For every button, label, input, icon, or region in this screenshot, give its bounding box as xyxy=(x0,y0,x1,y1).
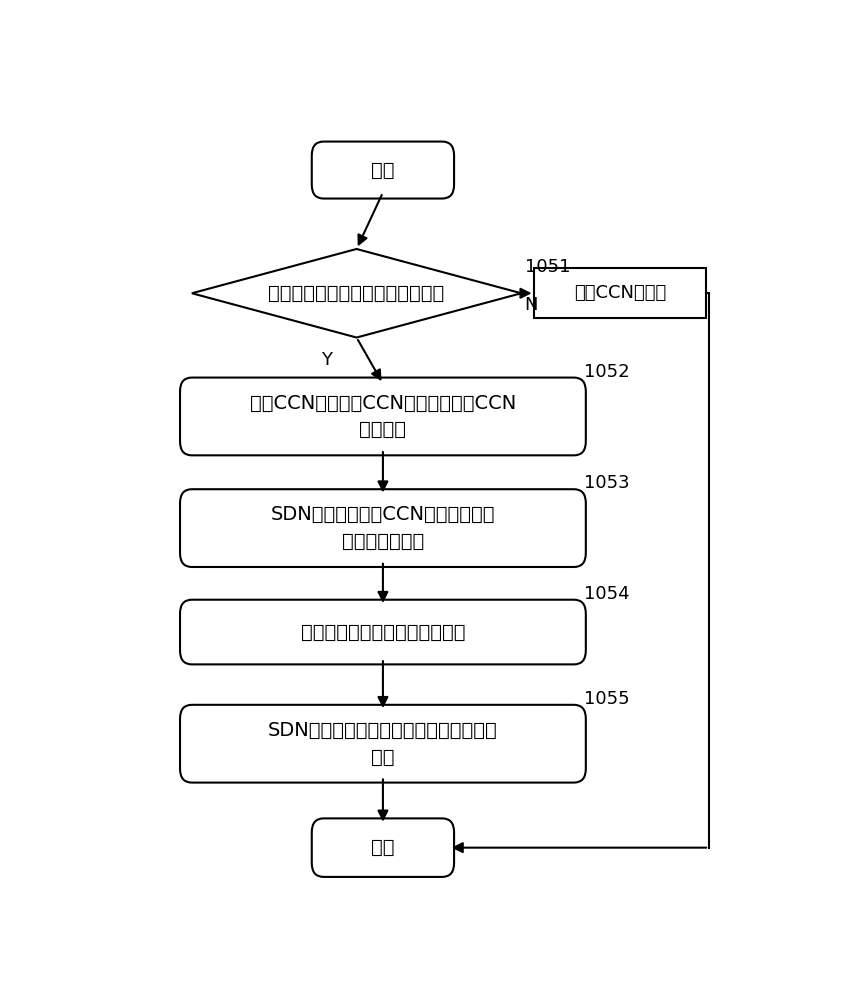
Text: 根据通信协议封装更新报告消息: 根据通信协议封装更新报告消息 xyxy=(301,623,465,642)
Text: N: N xyxy=(524,296,538,314)
Polygon shape xyxy=(192,249,521,338)
Text: SDN交换模块接收CCN交换模块发送
的更新报告消息: SDN交换模块接收CCN交换模块发送 的更新报告消息 xyxy=(270,505,496,551)
FancyBboxPatch shape xyxy=(180,378,586,455)
Text: 发送CCN数据包至CCN转发装置中的CCN
交换模块: 发送CCN数据包至CCN转发装置中的CCN 交换模块 xyxy=(250,394,516,439)
Text: 开始: 开始 xyxy=(371,161,394,180)
FancyBboxPatch shape xyxy=(312,142,454,199)
Text: 1052: 1052 xyxy=(584,363,630,381)
Text: 结束: 结束 xyxy=(371,838,394,857)
Text: 1051: 1051 xyxy=(524,258,570,276)
FancyBboxPatch shape xyxy=(180,489,586,567)
Text: 判断是否要求从指定端口转发出去: 判断是否要求从指定端口转发出去 xyxy=(269,284,445,303)
FancyBboxPatch shape xyxy=(312,818,454,877)
Text: SDN交换模块发送更新报告消息至网络控
制器: SDN交换模块发送更新报告消息至网络控 制器 xyxy=(268,721,498,766)
Bar xyxy=(535,268,706,318)
Text: 1055: 1055 xyxy=(584,690,630,708)
Text: Y: Y xyxy=(321,351,332,369)
Text: 丢弃CCN数据包: 丢弃CCN数据包 xyxy=(574,284,666,302)
FancyBboxPatch shape xyxy=(180,600,586,664)
Text: 1053: 1053 xyxy=(584,474,630,492)
Text: 1054: 1054 xyxy=(584,585,630,603)
FancyBboxPatch shape xyxy=(180,705,586,783)
